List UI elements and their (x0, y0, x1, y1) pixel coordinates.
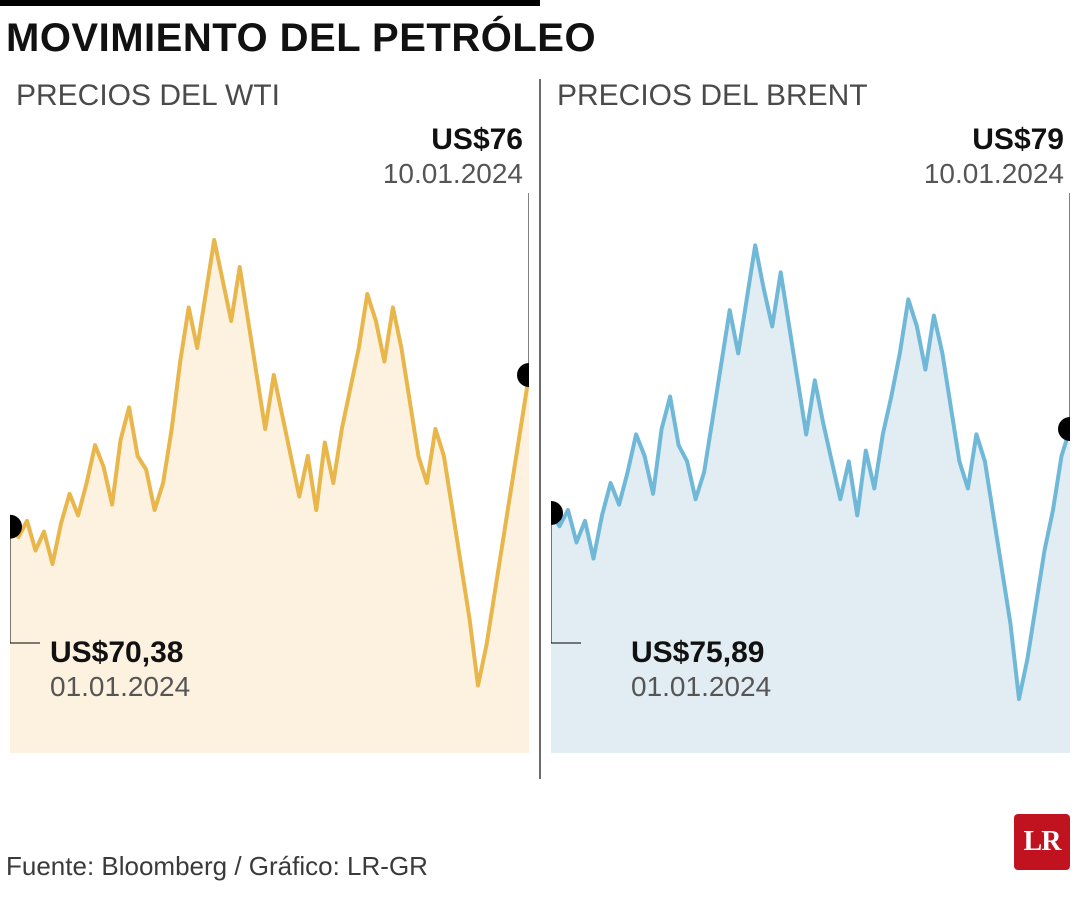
charts-row: PRECIOS DEL WTI US$76 10.01.2024 US$70,3… (0, 79, 1080, 799)
callout-end-wti: US$76 10.01.2024 (383, 123, 523, 190)
panel-brent: PRECIOS DEL BRENT US$79 10.01.2024 US$75… (541, 79, 1080, 799)
callout-start-value-brent: US$75,89 (631, 636, 771, 671)
panel-wti: PRECIOS DEL WTI US$76 10.01.2024 US$70,3… (0, 79, 539, 799)
subtitle-brent: PRECIOS DEL BRENT (551, 79, 1070, 123)
callout-start-date-brent: 01.01.2024 (631, 671, 771, 703)
callout-end-value-wti: US$76 (383, 123, 523, 158)
callout-end-date-brent: 10.01.2024 (924, 158, 1064, 190)
footer-source: Fuente: Bloomberg / Gráfico: LR-GR (6, 851, 428, 882)
callout-start-wti: US$70,38 01.01.2024 (50, 636, 190, 703)
callout-start-brent: US$75,89 01.01.2024 (631, 636, 771, 703)
callout-end-value-brent: US$79 (924, 123, 1064, 158)
publisher-logo: LR (1014, 814, 1070, 870)
chart-area-brent: US$79 10.01.2024 US$75,89 01.01.2024 (551, 123, 1070, 763)
chart-area-wti: US$76 10.01.2024 US$70,38 01.01.2024 (10, 123, 529, 763)
subtitle-wti: PRECIOS DEL WTI (10, 79, 529, 123)
main-title: MOVIMIENTO DEL PETRÓLEO (0, 6, 1080, 79)
callout-start-date-wti: 01.01.2024 (50, 671, 190, 703)
callout-end-brent: US$79 10.01.2024 (924, 123, 1064, 190)
callout-start-value-wti: US$70,38 (50, 636, 190, 671)
callout-end-date-wti: 10.01.2024 (383, 158, 523, 190)
